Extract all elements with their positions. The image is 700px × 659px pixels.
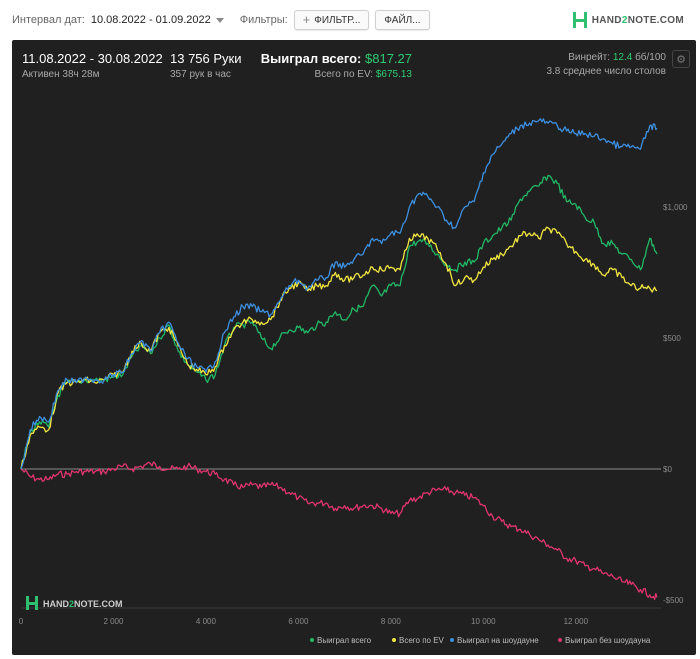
watermark-text-a: HAND <box>43 599 69 609</box>
won-label: Выиграл всего: <box>260 51 362 66</box>
x-tick-label: 8 000 <box>381 617 402 626</box>
x-tick-label: 10 000 <box>471 617 496 626</box>
plus-icon: + <box>302 12 311 27</box>
ev-value: $675.13 <box>375 69 412 80</box>
legend-marker <box>392 638 396 642</box>
hand2note-logo-icon <box>572 12 587 28</box>
date-range-select[interactable]: 10.08.2022 - 01.09.2022 <box>91 14 224 26</box>
file-button[interactable]: ФАЙЛ... <box>375 10 430 30</box>
chart-lines <box>20 118 658 601</box>
series-line-1 <box>20 174 658 470</box>
filter-button-label: ФИЛЬТР... <box>314 14 361 26</box>
legend-label: Всего по EV <box>399 636 445 645</box>
graph-panel: 11.08.2022 - 30.08.2022 Активен 38ч 28м … <box>12 40 696 655</box>
series-line-2 <box>20 226 658 470</box>
y-tick-label: $500 <box>663 334 681 343</box>
chart-axes: -$500 $0 $500 $1,000 0 2 000 4 000 6 000 8 000 10… <box>19 203 688 626</box>
hands-per-hour: 357 рук в час <box>170 69 231 80</box>
filters-label: Фильтры: <box>239 14 288 26</box>
chart-legend: Выиграл всего Всего по EV Выиграл на шоуда… <box>310 636 651 645</box>
x-tick-label: 6 000 <box>288 617 309 626</box>
y-tick-label: -$500 <box>663 596 684 605</box>
winrate-label: Винрейт: <box>568 52 611 63</box>
winnings-chart: -$500 $0 $500 $1,000 0 2 000 4 000 6 000 8 000 10… <box>19 118 688 645</box>
filter-button[interactable]: + ФИЛЬТР... <box>293 10 370 30</box>
avg-tables: 3.8 среднее число столов <box>546 66 666 77</box>
won-value: $817.27 <box>365 51 412 66</box>
svg-text:HAND2NOTE.COM: HAND2NOTE.COM <box>43 599 123 609</box>
y-tick-label: $1,000 <box>663 203 688 212</box>
won-block: Выиграл всего: $817.27 Всего по EV: $675… <box>256 51 412 80</box>
x-tick-label: 0 <box>19 617 24 626</box>
x-tick-label: 4 000 <box>196 617 217 626</box>
file-button-label: ФАЙЛ... <box>384 14 421 26</box>
y-tick-label: $0 <box>663 465 672 474</box>
chevron-down-icon <box>215 17 224 23</box>
logo-text-c: NOTE.COM <box>627 14 684 26</box>
series-line-3 <box>20 118 658 470</box>
hands-count: 13 756 Руки <box>170 51 242 66</box>
logo-text-b: 2 <box>621 14 628 26</box>
hand2note-logo: HAND 2 NOTE.COM <box>572 12 684 28</box>
logo-text-a: HAND <box>591 14 622 26</box>
legend-marker <box>310 638 314 642</box>
period-value: 11.08.2022 - 30.08.2022 <box>22 51 163 66</box>
series-line-4 <box>20 461 658 601</box>
ev-label: Всего по EV: <box>314 69 374 80</box>
winrate-value: 12.4 <box>612 52 633 63</box>
legend-label: Выиграл на шоудауне <box>457 636 539 645</box>
chart-watermark: HAND2NOTE.COM <box>26 596 123 610</box>
legend-marker <box>558 638 562 642</box>
watermark-text-c: NOTE.COM <box>74 599 123 609</box>
date-range-value: 10.08.2022 - 01.09.2022 <box>90 14 211 26</box>
legend-label: Выиграл всего <box>317 636 372 645</box>
winrate-suffix: бб/100 <box>635 52 666 63</box>
x-tick-label: 12 000 <box>564 617 589 626</box>
period-block: 11.08.2022 - 30.08.2022 Активен 38ч 28м <box>22 51 163 80</box>
toolbar: Интервал дат: 10.08.2022 - 01.09.2022 Фи… <box>0 0 700 40</box>
legend-marker <box>450 638 454 642</box>
legend-label: Выиграл без шоудауна <box>565 636 651 645</box>
hands-block: 13 756 Руки 357 рук в час <box>170 51 242 80</box>
date-range-label: Интервал дат: <box>12 14 85 26</box>
x-tick-label: 2 000 <box>103 617 124 626</box>
winrate-block: Винрейт: 12.4 бб/100 3.8 среднее число с… <box>546 52 666 77</box>
watermark-text-b: 2 <box>69 599 74 609</box>
gear-icon[interactable]: ⚙ <box>672 50 690 68</box>
active-time: Активен 38ч 28м <box>22 69 100 80</box>
